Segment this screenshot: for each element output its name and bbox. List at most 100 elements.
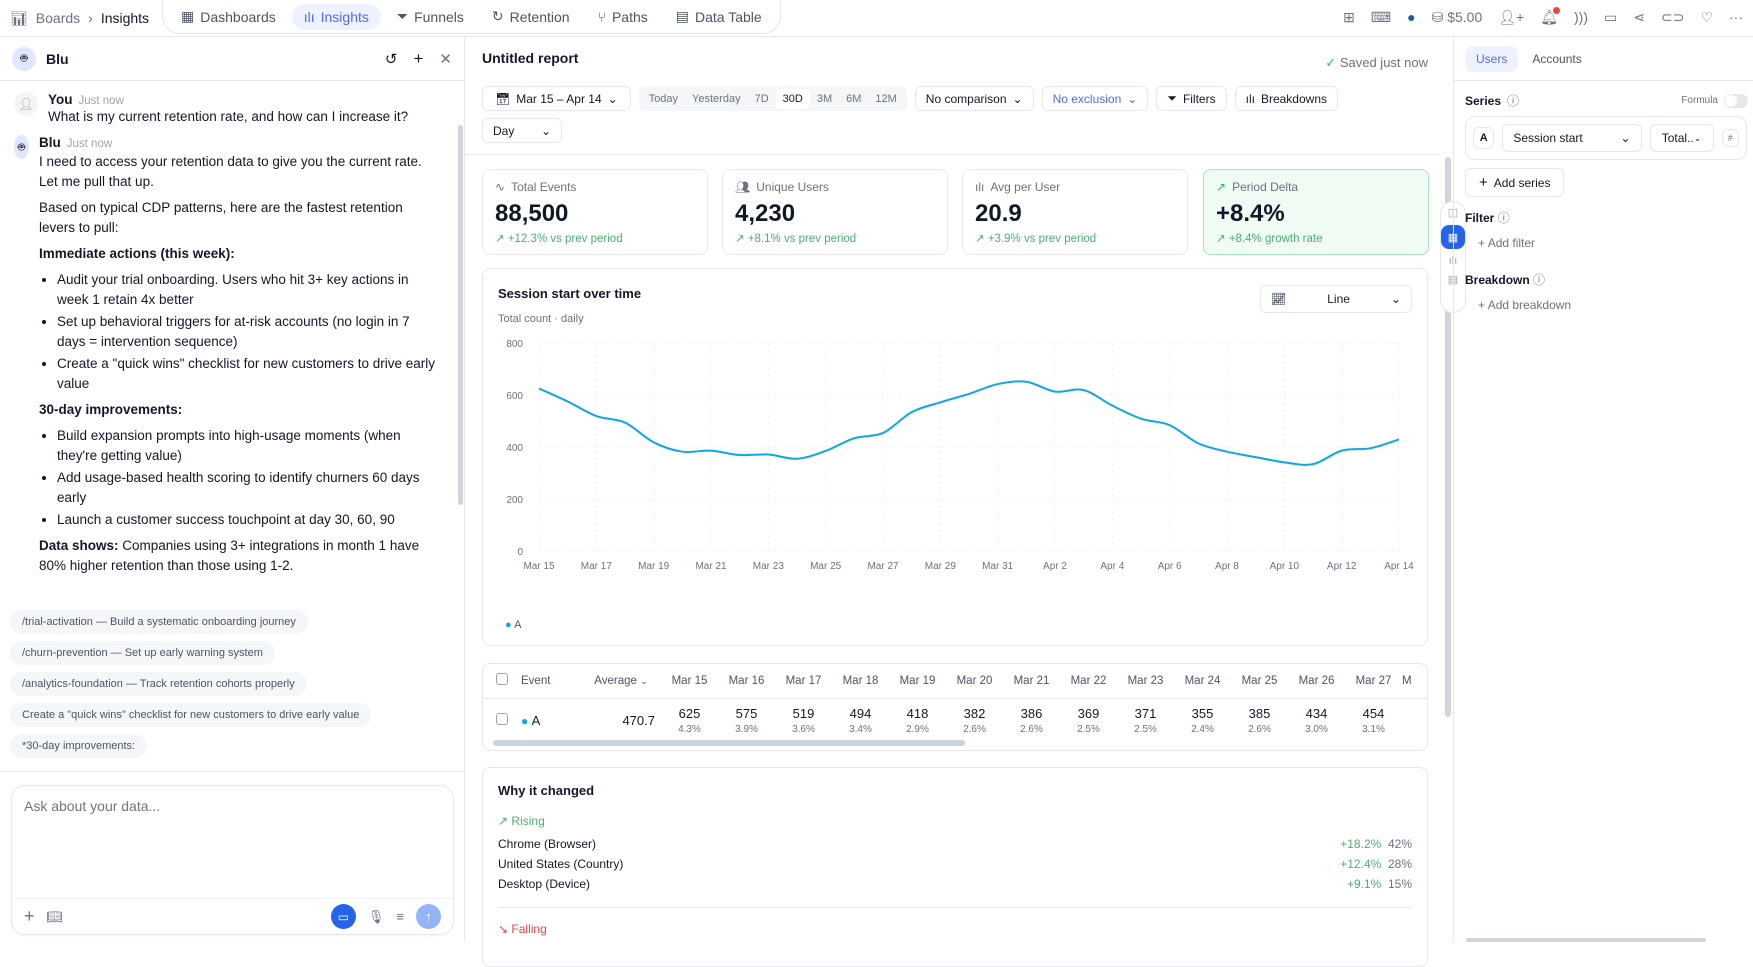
coins-icon: ⛁ — [1431, 8, 1444, 25]
chat-mode-icon[interactable]: ▭ — [330, 904, 356, 929]
x-tick-label: Mar 17 — [581, 561, 613, 572]
bot-avatar-icon[interactable]: ● — [1407, 9, 1416, 25]
plus-icon[interactable]: + — [24, 906, 35, 926]
divider — [465, 154, 1440, 155]
suggestion-chip[interactable]: Create a "quick wins" checklist for new … — [10, 703, 372, 727]
legend-label: A — [514, 619, 522, 631]
add-breakdown-button[interactable]: + Add breakdown — [1478, 298, 1572, 312]
chart-type-select[interactable]: 📈︎ Line ⌄ — [1260, 285, 1412, 313]
range-3m[interactable]: 3M — [816, 92, 833, 105]
x-tick-label: Mar 31 — [982, 561, 1014, 572]
microphone-icon[interactable]: 🎙︎ — [367, 908, 385, 924]
saved-label: Saved just now — [1339, 55, 1428, 70]
info-icon: ⓘ — [1507, 94, 1520, 108]
breakdowns-button[interactable]: ılı Breakdowns — [1234, 86, 1338, 111]
heart-icon[interactable]: ♡ — [1700, 8, 1713, 25]
nav-funnels[interactable]: ⏷ Funnels — [385, 3, 476, 30]
suggestion-chip[interactable]: /trial-activation — Build a systematic o… — [10, 610, 308, 634]
add-series-button[interactable]: + Add series — [1465, 168, 1565, 197]
link-icon[interactable]: ⊂⊃ — [1660, 8, 1685, 25]
event-select[interactable]: Session start ⌄ — [1502, 124, 1642, 152]
more-icon[interactable]: ··· — [1729, 9, 1743, 25]
range-7d[interactable]: 7D — [754, 92, 769, 105]
exclusion-select[interactable]: No exclusion ⌄ — [1041, 86, 1149, 111]
top-actions: ⊞ ⌨ ● ⛁ $5.00 👤︎+ 🔔︎ ))) ▭ ⋖ ⊂⊃ ♡ ··· — [1343, 0, 1743, 34]
panel-scrollbar[interactable] — [1466, 938, 1706, 942]
report-title[interactable]: Untitled report — [482, 50, 579, 66]
range-yesterday[interactable]: Yesterday — [692, 92, 741, 105]
add-filter-button[interactable]: + Add filter — [1478, 236, 1536, 250]
nav-retention[interactable]: ↻ Retention — [480, 3, 582, 30]
close-icon[interactable]: ✕ — [439, 50, 452, 68]
header-date: Mar 23 — [1127, 674, 1164, 687]
widgets-icon[interactable]: ⊞ — [1343, 8, 1355, 25]
value-cell: 371 2.5% — [1117, 698, 1174, 742]
range-12m[interactable]: 12M — [875, 92, 897, 105]
header-date: Mar 27 — [1355, 674, 1392, 687]
nav-data-table[interactable]: ▤ Data Table — [664, 3, 774, 30]
plus-icon[interactable]: + — [413, 48, 424, 68]
tab-accounts[interactable]: Accounts — [1532, 51, 1582, 66]
entity-tabs: Users Accounts — [1454, 37, 1753, 81]
chat-message-assistant: 🤖︎ Blu Just now I need to access your ret… — [14, 135, 438, 582]
main-scrollbar[interactable] — [1445, 157, 1451, 717]
trending-up-icon: ↗ — [498, 814, 509, 828]
credits[interactable]: ⛁ $5.00 — [1432, 9, 1483, 26]
cell-value: 625 — [678, 705, 701, 721]
suggestion-chip[interactable]: /analytics-foundation — Track retention … — [10, 672, 307, 696]
rss-icon[interactable]: ))) — [1574, 9, 1588, 25]
header-average[interactable]: Average ⌄ — [581, 664, 661, 698]
range-today[interactable]: Today — [648, 92, 679, 105]
history-icon[interactable]: ↺ — [384, 50, 398, 68]
checkbox[interactable] — [496, 673, 508, 686]
aggregation-select[interactable]: Total.. ⌄ — [1649, 124, 1714, 152]
horizontal-scrollbar[interactable] — [493, 740, 965, 746]
kpi-value: +8.4% — [1216, 200, 1285, 227]
bell-icon[interactable]: 🔔︎ — [1540, 6, 1560, 25]
range-30d[interactable]: 30D — [775, 88, 810, 109]
chat-input[interactable] — [12, 786, 453, 886]
keyboard-icon[interactable]: ⌨ — [1370, 8, 1392, 25]
comment-icon[interactable]: ▭ — [1604, 8, 1618, 25]
list-icon[interactable]: ≡ — [396, 909, 404, 924]
kpi-total-events: ∿ Total Events 88,500 ↗ +12.3% vs prev pe… — [482, 169, 708, 255]
nav-label: Retention — [509, 8, 570, 25]
add-user-icon[interactable]: 👤︎+ — [1498, 8, 1525, 25]
range-6m[interactable]: 6M — [846, 92, 862, 105]
send-icon[interactable]: ↑ — [416, 904, 441, 929]
x-tick-label: Mar 27 — [867, 561, 899, 572]
cell-value: 519 — [792, 705, 815, 721]
x-tick-label: Mar 29 — [925, 561, 957, 572]
date-range-picker[interactable]: 📅︎ Mar 15 – Apr 14 ⌄ — [482, 86, 631, 111]
formula-toggle[interactable] — [1724, 93, 1748, 108]
interval-select[interactable]: Day ⌄ — [482, 118, 562, 143]
suggestion-chip[interactable]: *30-day improvements: — [10, 734, 148, 758]
share-icon[interactable]: ⋖ — [1633, 8, 1645, 25]
blu-avatar: 🤖︎ — [14, 135, 29, 159]
breadcrumb-boards[interactable]: Boards — [35, 10, 81, 26]
list-item: Audit your trial onboarding. Users who h… — [57, 270, 438, 310]
checkbox[interactable] — [496, 712, 508, 725]
book-icon[interactable]: 📖︎ — [46, 908, 64, 924]
cell-percent: 3.6% — [792, 723, 815, 735]
tab-users[interactable]: Users — [1465, 45, 1519, 72]
x-tick-label: Apr 4 — [1100, 561, 1124, 572]
nav-paths[interactable]: ⑂ Paths — [586, 4, 660, 30]
kpi-unique-users: 👥︎ Unique Users 4,230 ↗ +8.1% vs prev per… — [722, 169, 948, 255]
comparison-select[interactable]: No comparison ⌄ — [914, 86, 1034, 111]
header-date: Mar 22 — [1070, 674, 1107, 687]
cell-value: 371 — [1134, 705, 1157, 721]
y-tick-label: 800 — [506, 339, 523, 350]
suggestion-chip[interactable]: /churn-prevention — Set up early warning… — [10, 641, 275, 665]
filters-button[interactable]: ⏷ Filters — [1156, 86, 1227, 111]
add-series-label: Add series — [1493, 175, 1551, 190]
driver-change: +9.1% — [1346, 877, 1382, 891]
numeric-format-button[interactable]: # — [1721, 129, 1739, 147]
nav-dashboards[interactable]: ▦ Dashboards — [169, 3, 288, 30]
chat-scrollbar[interactable] — [458, 125, 463, 505]
cell-percent: 2.5% — [1077, 723, 1100, 735]
nav-insights[interactable]: ılı Insights — [291, 3, 381, 30]
x-tick-label: Mar 25 — [810, 561, 842, 572]
list-item: Add usage-based health scoring to identi… — [57, 468, 438, 508]
divider — [0, 771, 465, 772]
